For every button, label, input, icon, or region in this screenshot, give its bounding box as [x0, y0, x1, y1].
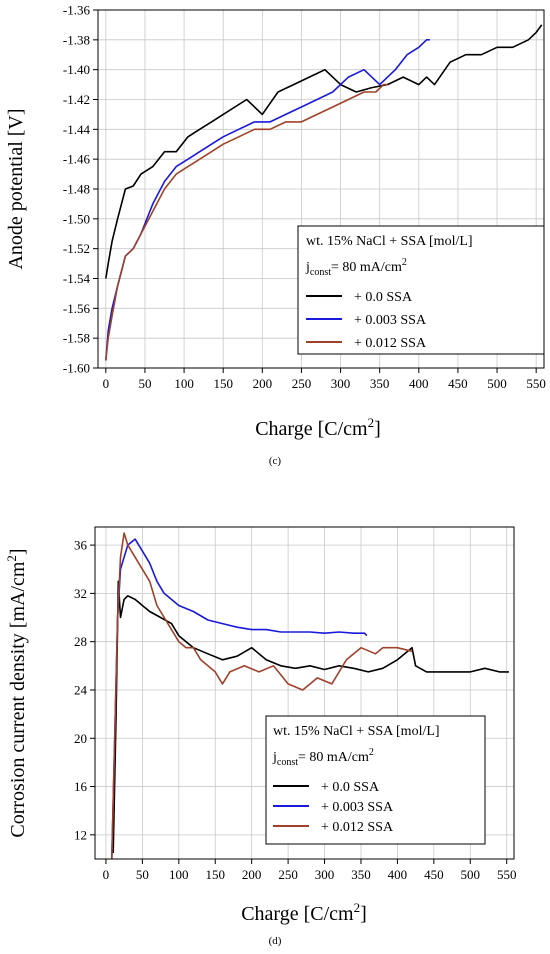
c-y-tick-label: -1.40	[63, 62, 90, 77]
c-y-tick-label: -1.58	[63, 331, 90, 346]
c-x-tick-label: 50	[138, 376, 151, 391]
panel-d-corrosion-current: 0 50 100 150 200 250 300 350 400 450 500 550 12 16 20 2…	[4, 526, 516, 947]
panel-d-legend-title: wt. 15% NaCl + SSA [mol/L]	[273, 724, 440, 739]
c-y-tick-label: -1.38	[63, 32, 90, 47]
c-x-tick-label: 100	[174, 376, 194, 391]
c-x-tick-label: 0	[103, 376, 110, 391]
panel-c-caption: (c)	[269, 455, 282, 467]
d-x-tick-label: 200	[242, 867, 262, 882]
c-x-tick-label: 300	[331, 376, 351, 391]
c-y-tick-label: -1.42	[63, 92, 90, 107]
c-y-tick-label: -1.46	[63, 152, 91, 167]
panel-c-series	[105, 24, 543, 361]
panel-c-legend-label-2: + 0.012 SSA	[354, 336, 427, 351]
d-y-tick-label: 32	[74, 586, 87, 601]
panel-c-legend-label-1: + 0.003 SSA	[354, 313, 427, 328]
c-y-tick-label: -1.52	[63, 241, 90, 256]
panel-c-legend-title: wt. 15% NaCl + SSA [mol/L]	[306, 234, 473, 249]
d-series-line-2	[111, 532, 413, 860]
c-y-tick-label: -1.36	[63, 3, 91, 18]
d-x-tick-label: 100	[169, 867, 189, 882]
d-y-tick-label: 24	[74, 682, 88, 697]
panel-c-legend-label-0: + 0.0 SSA	[354, 290, 413, 305]
panel-d-legend-label-2: + 0.012 SSA	[321, 820, 394, 835]
d-y-tick-label: 12	[74, 827, 87, 842]
d-y-tick-label: 36	[74, 538, 88, 553]
d-series-line-1	[111, 538, 368, 860]
c-y-tick-label: -1.54	[63, 271, 91, 286]
c-x-tick-label: 350	[370, 376, 390, 391]
c-y-tick-label: -1.50	[63, 211, 90, 226]
d-series-line-0	[112, 580, 509, 854]
c-y-tick-label: -1.48	[63, 182, 90, 197]
c-x-tick-label: 150	[213, 376, 233, 391]
d-x-tick-label: 350	[351, 867, 371, 882]
panel-d-y-axis-label: Corrosion current density [mA/cm2]	[4, 548, 29, 837]
c-x-tick-label: 500	[487, 376, 507, 391]
panel-d-plot-frame	[94, 526, 515, 860]
d-x-tick-label: 400	[388, 867, 408, 882]
c-x-tick-label: 400	[409, 376, 429, 391]
d-y-tick-label: 16	[74, 779, 88, 794]
panel-c-legend: wt. 15% NaCl + SSA [mol/L] jconst= 80 mA…	[297, 225, 545, 355]
panel-d-legend-box	[265, 715, 486, 845]
panel-c-y-axis-label: Anode potential [V]	[5, 108, 27, 269]
panel-d-caption: (d)	[269, 935, 282, 947]
c-x-tick-label: 200	[253, 376, 273, 391]
panel-c-anode-potential: 0 50 100 150 200 250 300 350 400 450 500 550 -1.60 -1…	[5, 3, 546, 468]
c-x-tick-label: 450	[448, 376, 468, 391]
panel-d-x-axis-label: Charge [C/cm2]	[241, 900, 367, 925]
panel-d-ticks: 0 50 100 150 200 250 300 350 400 450 500 550 12 16 20 2…	[74, 538, 516, 882]
d-y-tick-label: 20	[74, 731, 87, 746]
c-y-tick-label: -1.56	[63, 301, 91, 316]
d-x-tick-label: 250	[278, 867, 298, 882]
c-series-line-2	[105, 83, 388, 361]
c-y-tick-label: -1.60	[63, 361, 90, 376]
d-x-tick-label: 450	[424, 867, 444, 882]
c-series-line-0	[105, 24, 543, 279]
panel-d-legend-label-1: + 0.003 SSA	[321, 800, 394, 815]
d-x-tick-label: 50	[136, 867, 149, 882]
panel-d-legend-current: jconst= 80 mA/cm2	[272, 747, 374, 768]
panel-d-legend: wt. 15% NaCl + SSA [mol/L] jconst= 80 mA…	[265, 715, 486, 845]
panel-c-legend-box	[297, 225, 545, 355]
d-x-tick-label: 0	[103, 867, 110, 882]
c-x-tick-label: 250	[292, 376, 312, 391]
d-x-tick-label: 500	[461, 867, 481, 882]
panel-c-ticks: 0 50 100 150 200 250 300 350 400 450 500 550 -1.60 -1…	[63, 3, 546, 392]
d-x-tick-label: 150	[205, 867, 225, 882]
d-y-tick-label: 28	[74, 634, 87, 649]
d-x-tick-label: 300	[315, 867, 335, 882]
panel-d-legend-label-0: + 0.0 SSA	[321, 780, 380, 795]
panel-c-x-axis-label: Charge [C/cm2]	[255, 415, 381, 440]
panel-d-series	[111, 532, 509, 860]
panel-c-legend-current: jconst= 80 mA/cm2	[305, 257, 407, 278]
c-x-tick-label: 550	[526, 376, 546, 391]
d-x-tick-label: 550	[497, 867, 517, 882]
c-y-tick-label: -1.44	[63, 122, 91, 137]
